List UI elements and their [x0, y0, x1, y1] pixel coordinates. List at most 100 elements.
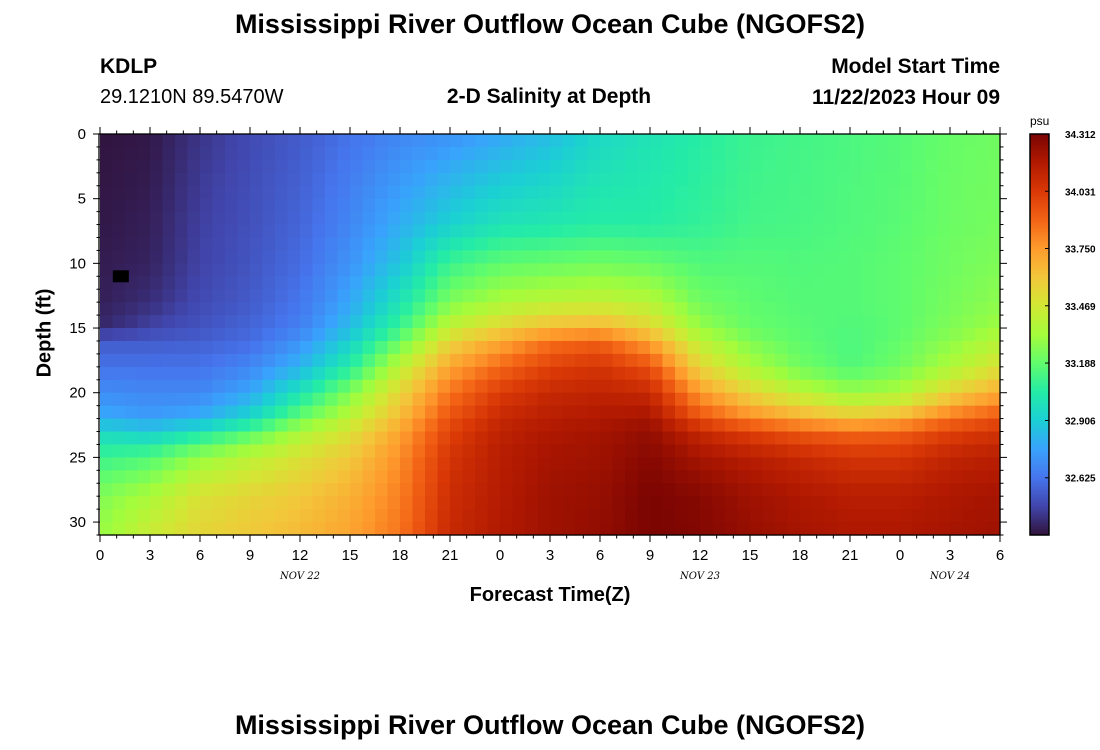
heat-cell [112, 211, 126, 226]
heat-cell [687, 392, 701, 407]
heat-cell [437, 134, 451, 148]
heat-cell [175, 302, 189, 316]
heat-cell [162, 340, 176, 355]
heat-cell [550, 224, 564, 239]
heat-cell [350, 444, 364, 458]
heat-cell [650, 405, 664, 420]
heat-cell [462, 302, 476, 316]
heat-cell [587, 134, 601, 148]
heat-cell [625, 198, 639, 213]
heat-cell [562, 522, 576, 536]
heat-cell [750, 522, 764, 536]
heat-cell [100, 353, 114, 368]
heat-cell [812, 134, 826, 148]
heat-cell [512, 366, 526, 381]
heat-cell [650, 134, 664, 148]
heat-cell [150, 496, 164, 510]
heat-cell [250, 405, 264, 420]
heat-cell [325, 457, 339, 471]
heat-cell [112, 159, 126, 174]
heat-cell [300, 328, 314, 342]
heat-cell [900, 263, 914, 277]
heat-cell [662, 211, 676, 226]
heat-cell [150, 224, 164, 239]
heat-cell [162, 457, 176, 471]
heat-cell [750, 146, 764, 161]
heat-cell [462, 159, 476, 174]
heat-cell [325, 198, 339, 213]
heat-cell [212, 211, 226, 226]
heat-cell [512, 509, 526, 523]
heat-cell [537, 522, 551, 536]
heat-cell [562, 405, 576, 420]
heat-cell [212, 444, 226, 458]
heat-cell [287, 418, 301, 433]
heat-cell [475, 302, 489, 316]
heat-cell [850, 418, 864, 433]
heat-cell [337, 483, 351, 497]
heat-cell [537, 418, 551, 433]
heat-cell [212, 457, 226, 471]
heat-cell [487, 431, 501, 446]
heat-cell [387, 315, 401, 329]
heat-cell [787, 444, 801, 458]
heat-cell [162, 405, 176, 420]
heat-cell [312, 289, 326, 303]
heat-cell [850, 496, 864, 510]
heat-cell [362, 315, 376, 329]
heat-cell [137, 146, 151, 161]
heat-cell [287, 405, 301, 420]
heat-cell [162, 353, 176, 368]
heat-cell [925, 496, 939, 510]
heat-cell [662, 379, 676, 394]
heat-cell [262, 470, 276, 484]
heat-cell [712, 431, 726, 446]
heat-cell [225, 315, 239, 329]
heat-cell [887, 405, 901, 420]
heat-cell [300, 470, 314, 484]
heat-cell [625, 302, 639, 316]
heat-cell [912, 302, 926, 316]
heat-cell [100, 444, 114, 458]
heat-cell [775, 276, 789, 290]
heat-cell [337, 379, 351, 394]
x-tick-label: 3 [146, 547, 154, 564]
heat-cell [612, 302, 626, 316]
heat-cell [250, 379, 264, 394]
heat-cell [675, 379, 689, 394]
heat-cell [312, 392, 326, 407]
heat-cell [862, 276, 876, 290]
heat-cell [900, 198, 914, 213]
heat-cell [275, 211, 289, 226]
heat-cell [325, 276, 339, 290]
heat-cell [937, 198, 951, 213]
heat-cell [650, 263, 664, 277]
heat-cell [475, 224, 489, 239]
heat-cell [837, 302, 851, 316]
heat-cell [200, 134, 214, 148]
heat-cell [600, 159, 614, 174]
heat-cell [987, 353, 1001, 368]
heat-cell [987, 146, 1001, 161]
heat-cell [200, 483, 214, 497]
heat-cell [375, 418, 389, 433]
heat-cell [287, 185, 301, 200]
heat-cell [737, 198, 751, 213]
heat-cell [637, 159, 651, 174]
heat-cell [250, 353, 264, 368]
heat-cell [462, 185, 476, 200]
heat-cell [350, 457, 364, 471]
heat-cell [287, 250, 301, 264]
heat-cell [700, 379, 714, 394]
heat-cell [550, 263, 564, 277]
heatmap-grid [100, 134, 1001, 536]
heat-cell [950, 198, 964, 213]
heat-cell [812, 470, 826, 484]
heat-cell [975, 457, 989, 471]
heat-cell [300, 211, 314, 226]
heat-cell [650, 522, 664, 536]
heat-cell [762, 509, 776, 523]
heat-cell [737, 496, 751, 510]
heat-cell [750, 496, 764, 510]
